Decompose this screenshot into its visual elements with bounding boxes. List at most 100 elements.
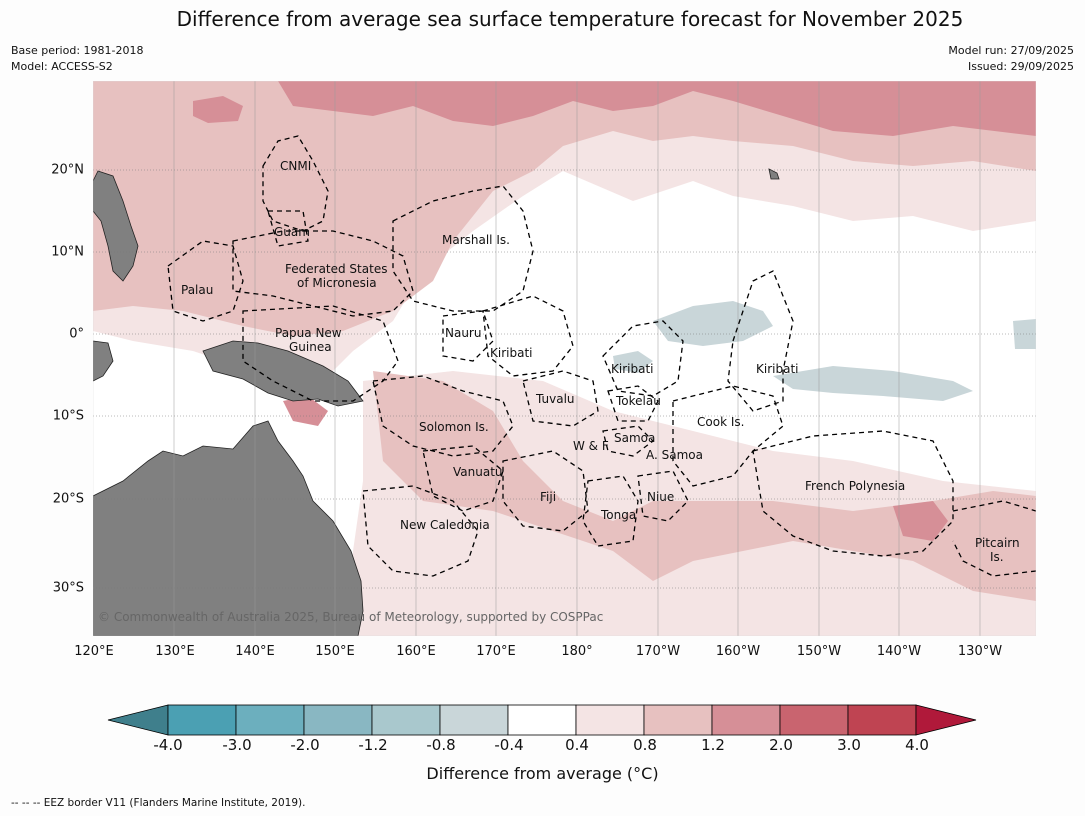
model-run: Model run: 27/09/2025 <box>948 44 1074 57</box>
cbar-label-3: -1.2 <box>358 736 388 754</box>
y-tick-20s: 20°S <box>52 491 84 507</box>
label-tuvalu: Tuvalu <box>535 392 575 406</box>
anomaly-cool-edge <box>1013 319 1036 349</box>
base-period: Base period: 1981-2018 <box>11 44 144 57</box>
eez-fsm <box>232 230 414 317</box>
label-asamoa: A. Samoa <box>646 448 703 462</box>
eez-tuvalu <box>522 370 599 427</box>
cbar-label-9: 2.0 <box>769 736 793 754</box>
colorbar-cell <box>303 704 373 736</box>
eez-nauru <box>442 310 494 362</box>
colorbar-cell <box>711 704 781 736</box>
label-french-poly: French Polynesia <box>805 479 905 493</box>
colorbar-extend-high <box>915 704 977 736</box>
eez-samoa <box>602 425 654 457</box>
place-labels: CNMI Guam Marshall Is. Federated States … <box>181 159 1020 564</box>
colorbar-cell <box>643 704 713 736</box>
eez-marshall <box>392 185 534 312</box>
label-cook: Cook Is. <box>697 415 744 429</box>
label-vanuatu: Vanuatu <box>453 465 503 479</box>
eez-kiribati-w <box>482 295 574 377</box>
x-tick-170w: 170°W <box>635 644 681 659</box>
colorbar-cell <box>779 704 849 736</box>
anomaly-0.8-1.2-north <box>93 81 1036 336</box>
label-guam: Guam <box>274 225 310 239</box>
anomaly-1.2-2.0-png <box>283 396 328 426</box>
x-tick-120e: 120°E <box>74 644 114 659</box>
eez-kiribati-e <box>727 270 794 412</box>
label-fsm-2: of Micronesia <box>297 276 377 290</box>
label-cnmi: CNMI <box>280 159 311 173</box>
label-kiribati-c: Kiribati <box>611 362 653 376</box>
model-name: Model: ACCESS-S2 <box>11 60 113 73</box>
anomaly-1.2-2.0-south <box>893 501 948 541</box>
x-tick-160w: 160°W <box>715 644 761 659</box>
eez-kiribati-c <box>602 320 684 397</box>
cbar-label-7: 0.8 <box>633 736 657 754</box>
label-palau: Palau <box>181 283 213 297</box>
issued-date: Issued: 29/09/2025 <box>967 60 1074 73</box>
cbar-label-10: 3.0 <box>837 736 861 754</box>
colorbar-extend-low <box>107 704 169 736</box>
cbar-label-0: -4.0 <box>153 736 183 754</box>
eez-french-poly <box>752 430 954 557</box>
cbar-label-4: -0.8 <box>426 736 456 754</box>
x-tick-170e: 170°E <box>476 644 516 659</box>
label-samoa: Samoa <box>614 431 655 445</box>
y-tick-20n: 20°N <box>51 162 84 178</box>
eez-footnote: -- -- -- EEZ border V11 (Flanders Marine… <box>11 797 306 809</box>
y-tick-10n: 10°N <box>51 244 84 260</box>
x-tick-160e: 160°E <box>396 644 436 659</box>
colorbar-cell <box>167 704 237 736</box>
sst-anomaly-map: CNMI Guam Marshall Is. Federated States … <box>92 80 1037 637</box>
colorbar-cell <box>235 704 305 736</box>
anomaly-cool-east <box>773 366 973 401</box>
hawaii-land <box>768 168 780 180</box>
label-png-1: Papua New <box>275 326 342 340</box>
label-marshall: Marshall Is. <box>442 233 510 247</box>
label-tokelau: Tokelau <box>615 394 661 408</box>
colorbar-title: Difference from average (°C) <box>426 764 659 783</box>
eez-borders <box>167 135 1037 577</box>
colorbar-cell <box>371 704 441 736</box>
colorbar-cell <box>575 704 645 736</box>
cbar-label-5: -0.4 <box>494 736 524 754</box>
label-fsm-1: Federated States <box>285 262 387 276</box>
label-nauru: Nauru <box>445 326 481 340</box>
cbar-label-2: -2.0 <box>290 736 320 754</box>
label-png-2: Guinea <box>289 340 332 354</box>
eez-niue <box>637 470 689 522</box>
cbar-label-1: -3.0 <box>222 736 252 754</box>
label-kiribati-e: Kiribati <box>756 362 798 376</box>
anomaly-1.2-2.0-small <box>193 96 243 123</box>
x-tick-150e: 150°E <box>315 644 355 659</box>
eez-vanuatu <box>422 445 504 512</box>
cbar-label-8: 1.2 <box>701 736 725 754</box>
x-tick-140e: 140°E <box>235 644 275 659</box>
meridians <box>173 81 981 636</box>
eez-png <box>242 305 399 402</box>
label-niue: Niue <box>647 490 674 504</box>
eez-pitcairn <box>952 500 1037 577</box>
eez-guam <box>267 210 309 247</box>
y-tick-10s: 10°S <box>52 408 84 424</box>
cbar-label-6: 0.4 <box>565 736 589 754</box>
anomaly-1.2-2.0-north <box>278 81 1036 136</box>
eez-tokelau <box>607 385 659 422</box>
eez-palau <box>167 240 244 322</box>
map-title: Difference from average sea surface temp… <box>176 7 964 31</box>
x-tick-140w: 140°W <box>876 644 922 659</box>
copyright-notice: © Commonwealth of Australia 2025, Bureau… <box>98 610 603 624</box>
meta-right: Model run: 27/09/2025 Issued: 29/09/2025 <box>948 43 1074 75</box>
eez-solomon <box>372 375 514 457</box>
y-tick-30s: 30°S <box>52 580 84 596</box>
label-fiji: Fiji <box>540 490 556 504</box>
y-tick-0: 0° <box>69 326 84 342</box>
x-tick-130e: 130°E <box>155 644 195 659</box>
label-new-caledonia: New Caledonia <box>400 518 490 532</box>
label-pitcairn-1: Pitcairn <box>975 536 1020 550</box>
label-kiribati-w: Kiribati <box>490 346 532 360</box>
label-pitcairn-2: Is. <box>990 550 1004 564</box>
eez-fiji <box>502 450 589 532</box>
colorbar-cell <box>507 704 577 736</box>
